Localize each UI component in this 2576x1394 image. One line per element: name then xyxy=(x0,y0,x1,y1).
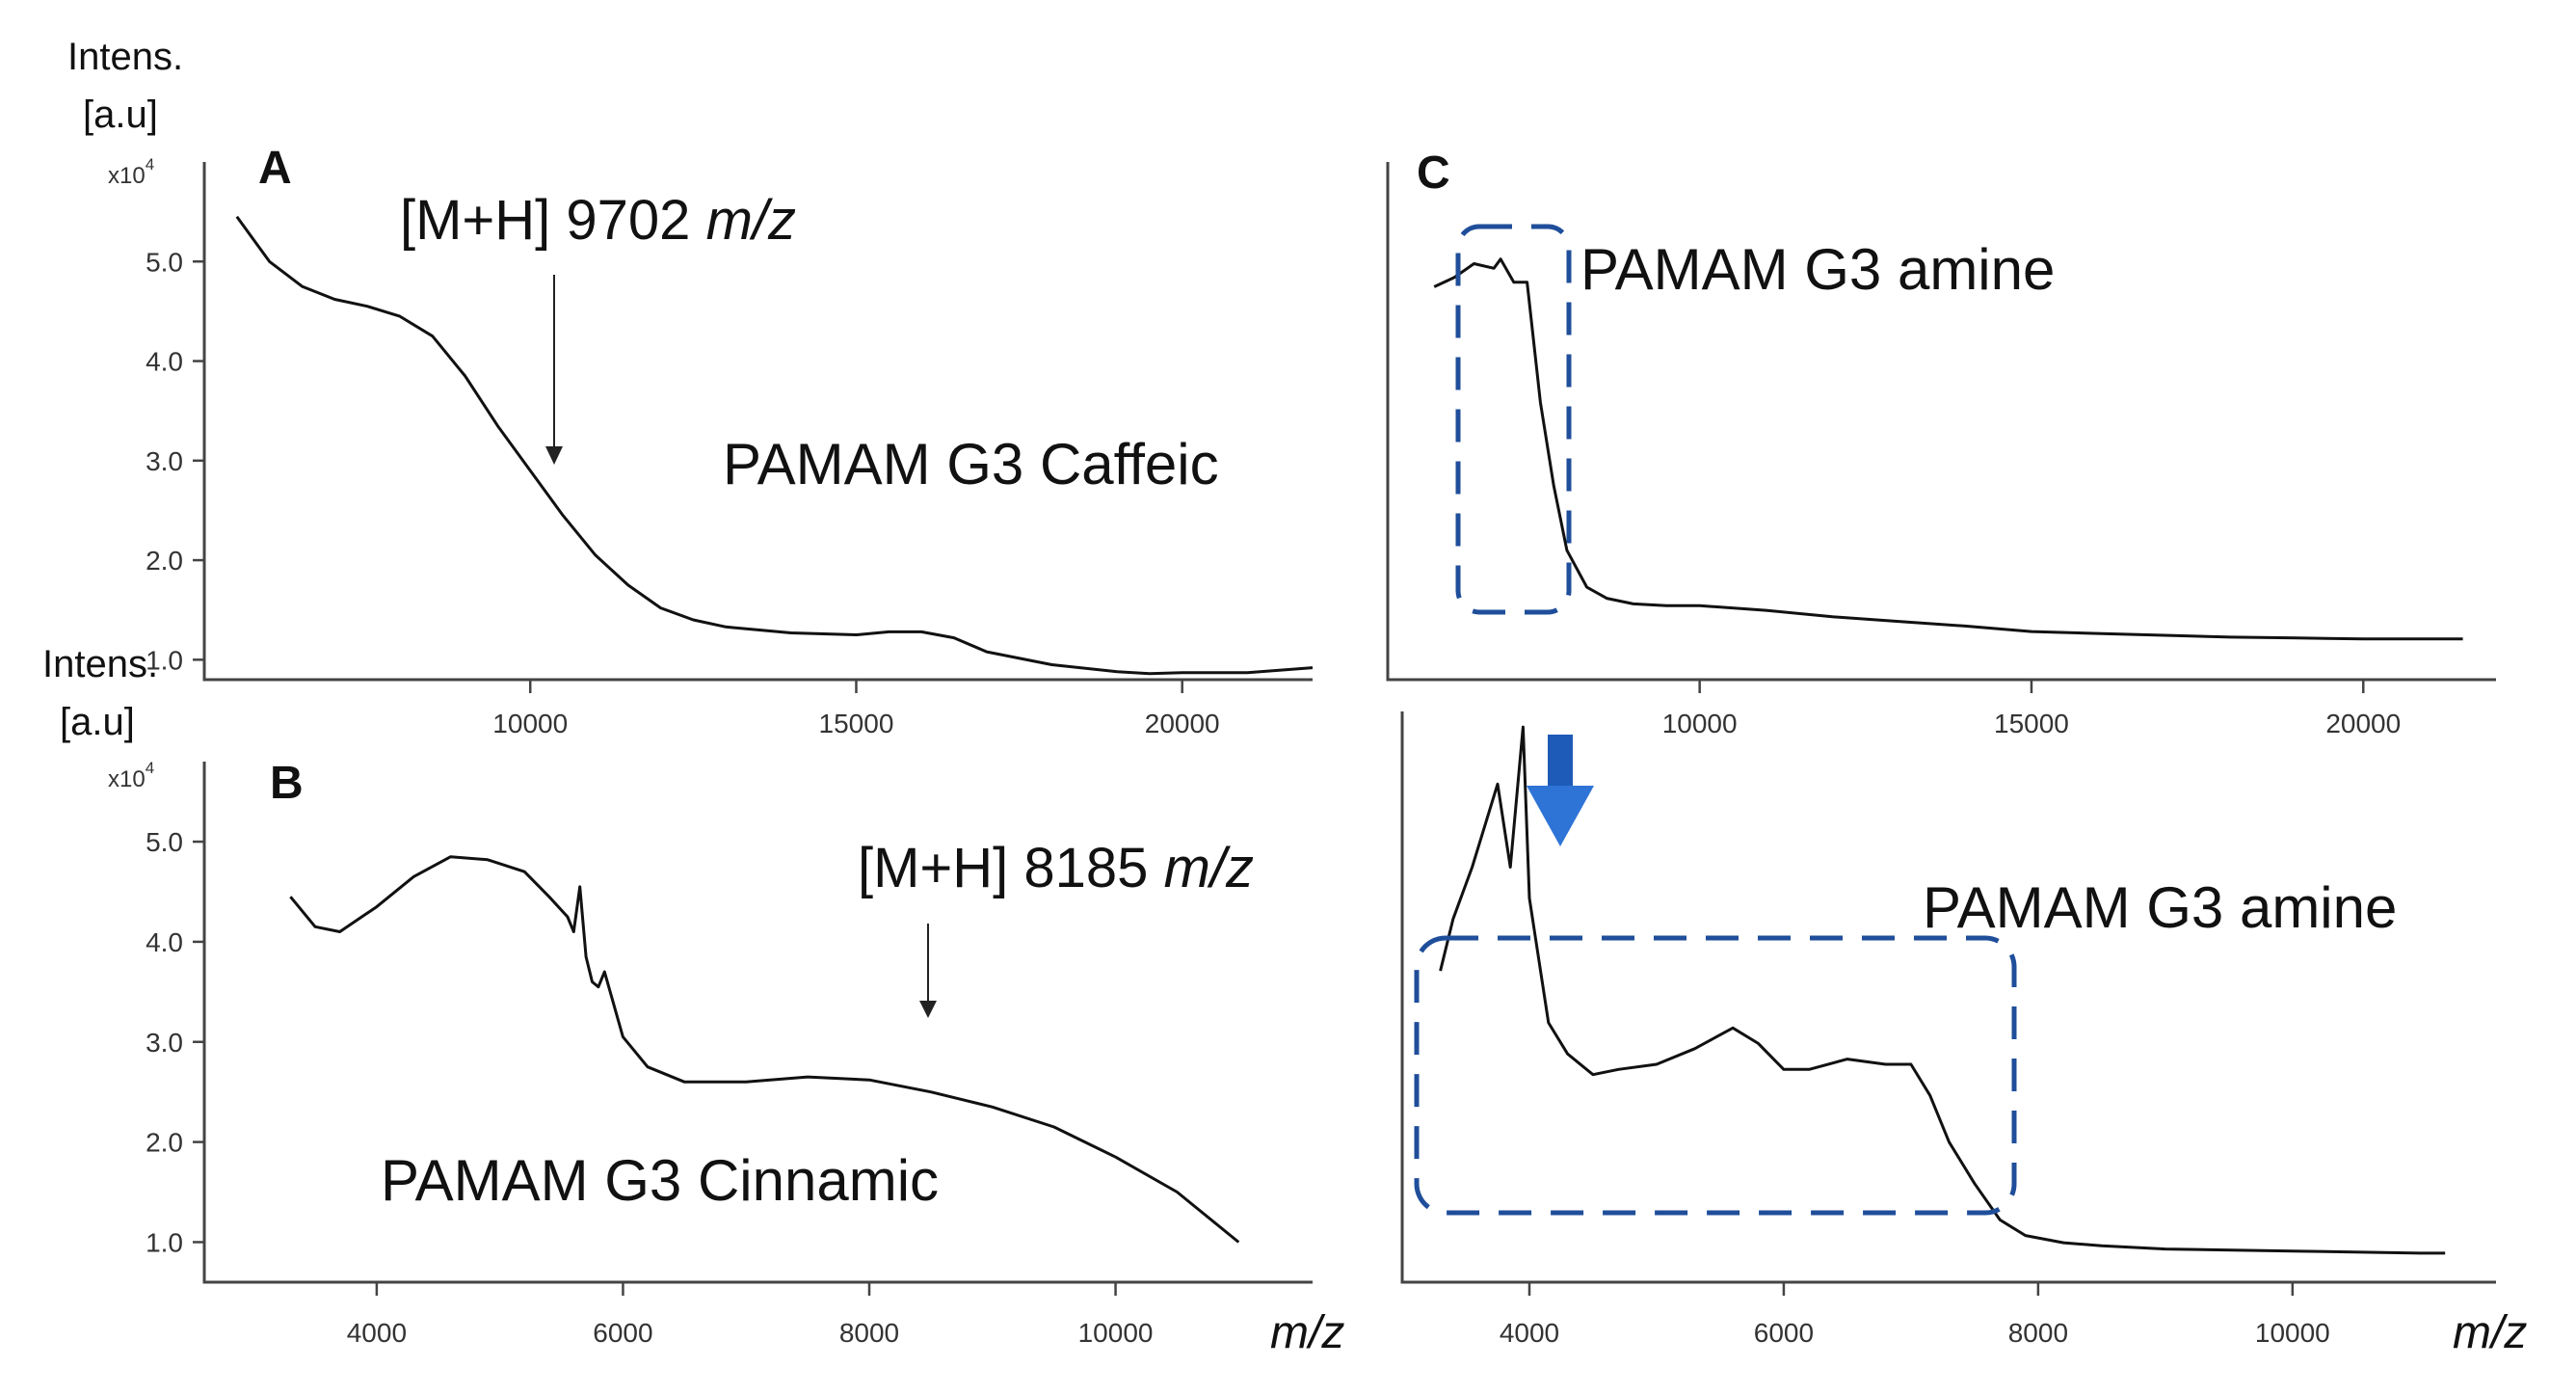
panel-b-xaxis-unit: m/z xyxy=(1270,1307,1344,1358)
x-tick-label: 20000 xyxy=(2325,709,2401,738)
panel-b-ticks: 4000 6000 8000 10000 1.0 2.0 3.0 4.0 5.0 xyxy=(146,827,1153,1348)
y-tick-label: 3.0 xyxy=(146,446,183,476)
y-tick-label: 1.0 xyxy=(146,1227,183,1257)
panel-a-arrow-head xyxy=(545,446,563,465)
x-tick-label: 15000 xyxy=(819,709,894,738)
panel-c-lower-series-label: PAMAM G3 amine xyxy=(1923,875,2397,940)
panel-c-upper-spectrum-line xyxy=(1433,257,2463,641)
panel-a-ticks: 10000 15000 20000 1.0 2.0 3.0 4.0 5.0 xyxy=(146,247,1220,738)
panel-a-mass-annotation: [M+H] 9702 m/z xyxy=(400,189,796,252)
y-tick-label: 2.0 xyxy=(146,1128,183,1158)
x-tick-label: 8000 xyxy=(2008,1318,2068,1348)
panel-b-annotation-text: [M+H] 8185 xyxy=(858,837,1164,899)
panel-b-multiplier-base: x10 xyxy=(108,766,146,792)
x-tick-label: 10000 xyxy=(1662,709,1738,738)
x-tick-label: 10000 xyxy=(2255,1318,2330,1348)
x-tick-label: 15000 xyxy=(1994,709,2069,738)
panel-b-spectrum-line xyxy=(289,855,1240,1244)
panel-b-annotation-unit: m/z xyxy=(1164,837,1254,899)
x-tick-label: 10000 xyxy=(492,709,568,738)
y-tick-label: 3.0 xyxy=(146,1028,183,1058)
x-tick-label: 10000 xyxy=(1078,1318,1154,1348)
panel-c-lower: 4000 6000 8000 10000 PAMAM G3 amine m/z xyxy=(1400,711,2527,1358)
panel-a-ylabel-line1: Intens. xyxy=(67,36,183,78)
panel-c-lower-spectrum-line xyxy=(1439,725,2446,1255)
panel-a-spectrum-line xyxy=(235,215,1314,676)
panel-a: Intens. [a.u] x104 10000 15000 20000 1.0 2.0… xyxy=(67,36,1314,738)
y-tick-label: 5.0 xyxy=(146,827,183,857)
down-arrow-icon xyxy=(1527,735,1594,846)
panel-b-mass-annotation: [M+H] 8185 m/z xyxy=(858,837,1254,899)
panel-c-letter: C xyxy=(1417,147,1450,199)
panel-c-lower-highlight-box xyxy=(1414,935,2017,1216)
y-tick-label: 4.0 xyxy=(146,347,183,377)
panel-b-letter: B xyxy=(270,758,304,809)
down-arrow-head xyxy=(1527,786,1594,846)
panel-a-ylabel-line2: [a.u] xyxy=(83,94,158,136)
panel-a-axes xyxy=(202,162,1313,682)
panel-b-multiplier-exp: 4 xyxy=(146,759,154,777)
panel-b-series-label: PAMAM G3 Cinnamic xyxy=(381,1148,939,1213)
x-tick-label: 20000 xyxy=(1145,709,1220,738)
panel-a-annotation-text: [M+H] 9702 xyxy=(400,189,706,252)
y-tick-label: 5.0 xyxy=(146,247,183,277)
x-tick-label: 6000 xyxy=(1754,1318,1814,1348)
panel-c-upper-highlight-box xyxy=(1455,224,1572,615)
panel-a-multiplier-exp: 4 xyxy=(146,155,154,174)
panel-c-lower-ticks: 4000 6000 8000 10000 xyxy=(1500,1282,2330,1348)
panel-c-upper-series-label: PAMAM G3 amine xyxy=(1580,237,2055,302)
panel-b-axes xyxy=(202,762,1313,1284)
x-tick-label: 6000 xyxy=(593,1318,652,1348)
panel-b-ylabel-line1: Intens. xyxy=(42,643,158,685)
y-tick-label: 2.0 xyxy=(146,546,183,576)
panel-c-upper: 10000 15000 20000 C PAMAM G3 amine xyxy=(1386,147,2496,738)
panel-b-multiplier: x104 xyxy=(108,759,154,792)
panel-b: Intens. [a.u] x104 4000 6000 8000 10000 1.0 2… xyxy=(42,643,1344,1358)
down-arrow-shaft xyxy=(1548,735,1573,788)
panel-c-upper-ticks: 10000 15000 20000 xyxy=(1662,680,2401,738)
panel-a-series-label: PAMAM G3 Caffeic xyxy=(723,432,1219,496)
panel-a-annotation-unit: m/z xyxy=(706,189,796,252)
panel-c-upper-axes xyxy=(1386,162,2496,682)
panel-b-arrow-head xyxy=(919,1001,937,1018)
x-tick-label: 4000 xyxy=(1500,1318,1559,1348)
panel-c-xaxis-unit: m/z xyxy=(2453,1307,2527,1358)
panel-a-letter: A xyxy=(258,143,292,194)
panel-b-ylabel-line2: [a.u] xyxy=(60,701,135,743)
panel-a-multiplier: x104 xyxy=(108,155,154,189)
x-tick-label: 4000 xyxy=(347,1318,407,1348)
panel-c-lower-axes xyxy=(1400,711,2496,1284)
y-tick-label: 4.0 xyxy=(146,927,183,957)
x-tick-label: 8000 xyxy=(839,1318,899,1348)
panel-a-multiplier-base: x10 xyxy=(108,163,146,189)
y-tick-label: 1.0 xyxy=(146,645,183,675)
